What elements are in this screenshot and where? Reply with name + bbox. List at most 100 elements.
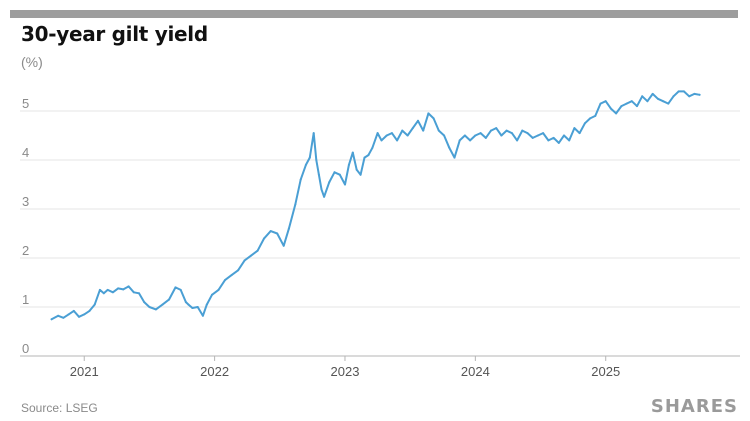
data-point — [458, 139, 461, 142]
data-point — [630, 100, 633, 103]
data-point — [443, 134, 446, 137]
data-point — [552, 136, 555, 139]
data-point — [479, 132, 482, 135]
data-point — [677, 90, 680, 93]
series-layer — [50, 90, 701, 321]
data-point — [646, 100, 649, 103]
data-point — [256, 249, 259, 252]
data-point — [359, 173, 362, 176]
data-point — [604, 100, 607, 103]
chart-title: 30-year gilt yield — [21, 22, 208, 46]
data-point — [615, 112, 618, 115]
x-tick-labels: 2021 2022 2023 2024 2025 — [70, 364, 620, 379]
data-point — [338, 173, 341, 176]
data-point — [363, 156, 366, 159]
x-tick-label-2025: 2025 — [591, 364, 620, 379]
data-point — [568, 139, 571, 142]
data-point — [282, 244, 285, 247]
data-point — [62, 316, 65, 319]
data-point — [641, 95, 644, 98]
data-point — [490, 129, 492, 132]
data-point — [243, 259, 246, 262]
data-point — [609, 107, 612, 110]
data-point — [230, 274, 233, 277]
data-point — [344, 183, 346, 186]
data-point — [211, 293, 213, 296]
data-point — [333, 171, 336, 174]
data-point — [620, 105, 623, 108]
data-point — [191, 307, 194, 309]
data-point — [287, 227, 290, 230]
data-point — [187, 303, 190, 306]
x-tick-label-2023: 2023 — [331, 364, 360, 379]
data-point — [380, 139, 383, 142]
x-tick-label-2022: 2022 — [200, 364, 229, 379]
data-point — [93, 303, 96, 306]
data-point — [578, 132, 581, 135]
data-point — [505, 129, 508, 132]
data-point — [138, 292, 140, 295]
data-point — [83, 313, 86, 316]
data-point — [563, 134, 565, 137]
data-point — [312, 132, 315, 135]
data-point — [304, 163, 307, 166]
y-tick-label-0: 0 — [22, 341, 29, 356]
y-tick-label-4: 4 — [22, 145, 29, 160]
data-point — [143, 301, 146, 304]
data-point — [453, 156, 456, 159]
data-point — [276, 232, 279, 235]
data-point — [320, 188, 323, 191]
data-point — [50, 318, 53, 321]
data-point — [88, 309, 91, 312]
source-note: Source: LSEG — [21, 401, 98, 415]
data-point — [542, 132, 545, 135]
y-tick-label-5: 5 — [22, 96, 29, 111]
data-point — [693, 92, 696, 95]
data-point — [57, 314, 60, 317]
data-point — [531, 136, 534, 139]
data-point — [672, 95, 675, 98]
x-tick-label-2024: 2024 — [461, 364, 490, 379]
data-point — [474, 134, 477, 137]
data-point — [148, 306, 151, 308]
data-point — [411, 127, 414, 130]
data-point — [179, 288, 182, 291]
y-tick-label-2: 2 — [22, 243, 29, 258]
data-point — [224, 279, 226, 282]
data-point — [347, 163, 350, 166]
data-point — [237, 269, 240, 272]
data-point — [390, 132, 393, 135]
data-point — [308, 156, 311, 159]
data-point — [351, 151, 354, 154]
data-point — [102, 292, 105, 295]
y-tick-labels: 0 1 2 3 4 5 — [22, 96, 29, 356]
data-point — [651, 92, 654, 95]
data-point — [376, 132, 379, 135]
data-point — [521, 129, 524, 132]
data-point — [106, 288, 109, 291]
data-point — [154, 308, 157, 311]
data-point — [67, 313, 70, 316]
data-point — [269, 230, 272, 233]
data-point — [422, 129, 425, 132]
data-point — [469, 139, 472, 142]
data-point — [184, 301, 187, 304]
data-point — [625, 102, 628, 105]
data-point — [401, 129, 404, 132]
data-point — [250, 254, 253, 257]
data-point — [662, 100, 665, 103]
data-point — [698, 93, 701, 96]
data-point — [682, 90, 685, 93]
data-point — [98, 288, 101, 291]
data-point — [355, 168, 358, 171]
data-point — [117, 287, 120, 290]
data-point — [636, 105, 638, 108]
data-point — [294, 203, 297, 206]
data-point — [448, 146, 451, 149]
data-point — [599, 102, 602, 105]
data-point — [417, 119, 419, 122]
data-point — [557, 141, 560, 144]
data-point — [72, 309, 75, 312]
data-point — [196, 306, 199, 308]
